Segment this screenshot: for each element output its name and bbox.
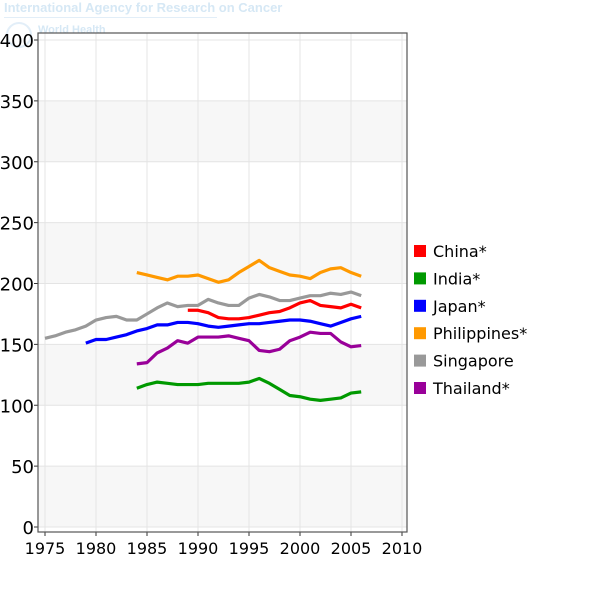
y-tick-label: 100 (0, 396, 34, 417)
series-line-japan (85, 314, 362, 345)
background-band (38, 100, 407, 162)
background-band (38, 344, 407, 406)
series-line-philippines (136, 258, 362, 284)
x-tick-label: 1995 (229, 539, 270, 558)
background-band (38, 222, 407, 284)
legend-swatch (414, 382, 426, 394)
legend-swatch (414, 327, 426, 340)
y-tick-label: 400 (0, 31, 34, 52)
legend-label: Singapore (433, 352, 514, 371)
series-line-india (136, 376, 362, 402)
plot-border (37, 32, 408, 533)
header-divider (4, 17, 217, 18)
legend-swatch (414, 272, 426, 285)
legend-swatch (414, 354, 426, 367)
y-tick-label: 350 (0, 92, 34, 113)
who-logo-icon (6, 22, 32, 48)
legend-label: Japan* (432, 297, 486, 316)
series-line-china (187, 298, 362, 321)
x-tick-label: 1985 (127, 539, 168, 558)
x-tick-label: 1990 (178, 539, 219, 558)
legend-label: India* (433, 269, 480, 288)
x-tick-label: 2005 (331, 539, 372, 558)
legend-label: China* (433, 242, 487, 261)
x-tick-label: 1980 (76, 539, 117, 558)
y-tick-label: 50 (11, 457, 34, 478)
legend-swatch (414, 245, 426, 257)
legend-swatch (414, 299, 426, 312)
x-tick-label: 1975 (25, 539, 66, 558)
legend-label: Philippines* (433, 324, 527, 343)
y-tick-label: 250 (0, 214, 34, 235)
background-band (38, 466, 407, 527)
legend-label: Thailand* (432, 379, 510, 398)
series-line-singapore (44, 290, 362, 340)
x-tick-label: 2010 (382, 539, 423, 558)
iarc-header: International Agency for Research on Can… (4, 0, 283, 15)
x-tick-label: 2000 (280, 539, 321, 558)
y-tick-label: 0 (23, 518, 34, 539)
y-tick-label: 300 (0, 153, 34, 174)
series-line-thailand (136, 330, 362, 366)
y-tick-label: 150 (0, 335, 34, 356)
y-tick-label: 200 (0, 275, 34, 296)
